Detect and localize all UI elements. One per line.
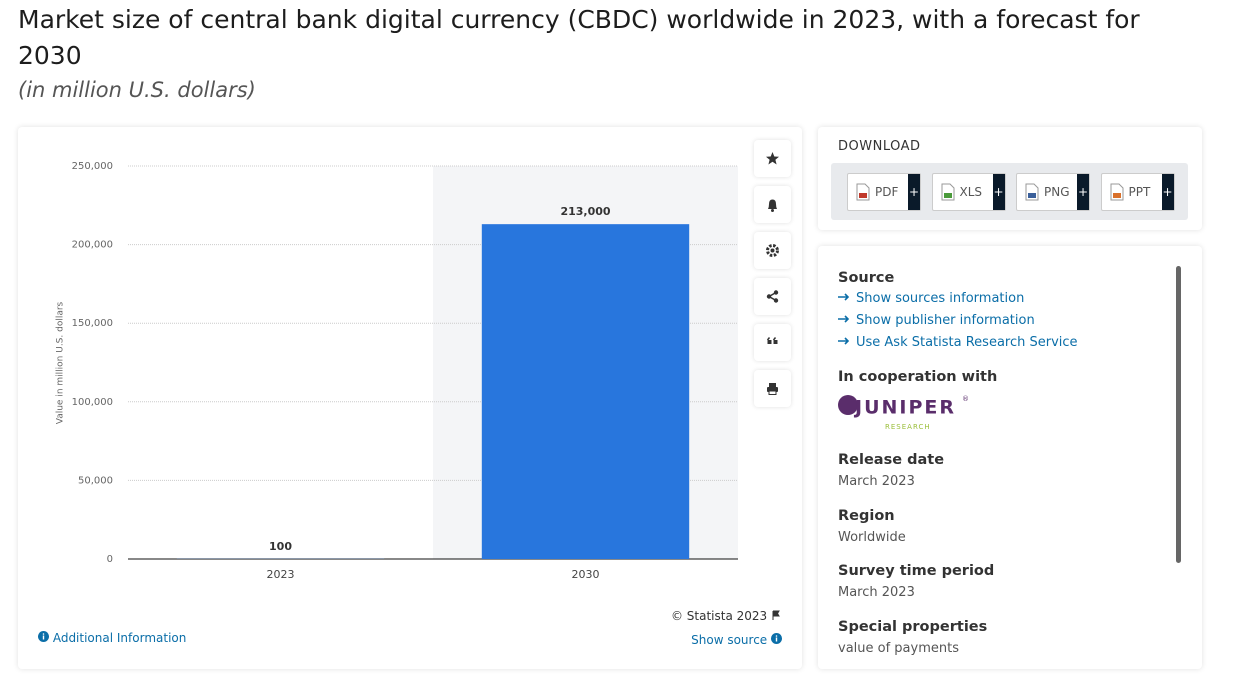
chart-card: Value in million U.S. dollars 0 50,000 100…: [18, 127, 802, 669]
scrollbar[interactable]: [1176, 266, 1181, 563]
arrow-icon: [838, 315, 850, 323]
arrow-icon: [838, 293, 850, 301]
x-tick-label: 2030: [572, 568, 600, 581]
page-subtitle: (in million U.S. dollars): [18, 78, 256, 102]
download-heading: DOWNLOAD: [838, 139, 921, 154]
settings-button[interactable]: [754, 232, 791, 269]
source-link-text: Use Ask Statista Research Service: [856, 335, 1078, 350]
copyright: © Statista 2023: [671, 609, 781, 623]
download-label: PNG: [1044, 185, 1070, 199]
field-value: March 2023: [838, 585, 915, 600]
logo-mark: ®: [962, 395, 969, 403]
download-bar: PDF + XLS + PNG + PPT +: [831, 163, 1188, 220]
favorite-button[interactable]: [754, 140, 791, 177]
download-plus: +: [1161, 174, 1174, 210]
logo-text: JUNIPER: [853, 397, 956, 419]
bell-icon: [768, 199, 777, 212]
file-icon: [1025, 183, 1039, 201]
y-axis-title: Value in million U.S. dollars: [56, 301, 66, 424]
x-tick-label: 2023: [267, 568, 295, 581]
notification-button[interactable]: [754, 186, 791, 223]
cooperation-heading: In cooperation with: [838, 369, 998, 385]
download-plus: +: [908, 174, 920, 210]
logo-sub: RESEARCH: [885, 423, 931, 431]
bar: [481, 224, 690, 559]
y-tick-label: 200,000: [72, 240, 113, 251]
print-button[interactable]: [754, 370, 791, 407]
field-label: Special properties: [838, 618, 988, 635]
chart: Value in million U.S. dollars 0 50,000 100…: [56, 161, 738, 581]
share-button[interactable]: [754, 278, 791, 315]
copyright-text: © Statista 2023: [670, 609, 768, 623]
download-button[interactable]: PPT +: [1100, 173, 1175, 211]
star-icon: [766, 152, 779, 165]
y-tick-label: 250,000: [72, 161, 113, 172]
info-icon: [771, 633, 782, 644]
flag-icon: [772, 610, 780, 620]
logo-circle: [838, 395, 858, 415]
details-card: Source In cooperation with JUNIPER ® RES…: [818, 246, 1202, 669]
source-link[interactable]: Use Ask Statista Research Service: [838, 335, 1078, 350]
download-label: PDF: [875, 185, 899, 199]
field-label: Release date: [838, 452, 945, 468]
source-link[interactable]: Show publisher information: [838, 313, 1035, 328]
share-icon: [766, 290, 779, 303]
quote-icon: [766, 337, 778, 344]
additional-info-link[interactable]: Additional Information: [38, 631, 186, 645]
gear-icon: [766, 244, 779, 257]
download-button[interactable]: XLS +: [931, 173, 1006, 211]
show-source-text: Show source: [691, 633, 768, 647]
arrow-icon: [838, 337, 850, 345]
y-tick-label: 0: [107, 554, 113, 565]
download-button[interactable]: PDF +: [847, 173, 921, 211]
download-plus: +: [1077, 174, 1089, 210]
print-icon: [767, 383, 778, 395]
download-card: DOWNLOAD PDF + XLS + PNG + PPT +: [818, 127, 1202, 230]
file-icon: [856, 183, 870, 201]
download-label: PPT: [1128, 185, 1151, 199]
page-title: Market size of central bank digital curr…: [18, 5, 1140, 70]
field-value: March 2023: [838, 474, 915, 489]
partner-logo: JUNIPER ® RESEARCH: [838, 395, 969, 431]
download-plus: +: [992, 174, 1005, 210]
y-tick-label: 150,000: [72, 318, 113, 329]
source-link-text: Show publisher information: [856, 313, 1035, 328]
source-link-text: Show sources information: [856, 291, 1025, 306]
show-source-link[interactable]: Show source: [691, 633, 782, 647]
source-link[interactable]: Show sources information: [838, 291, 1024, 306]
download-button[interactable]: PNG +: [1016, 173, 1090, 211]
info-icon: [38, 631, 49, 642]
field-label: Region: [838, 507, 895, 524]
field-value: Worldwide: [838, 529, 906, 545]
value-label: 213,000: [560, 205, 610, 218]
value-label: 100: [269, 540, 292, 553]
field-label: Survey time period: [838, 563, 995, 579]
cite-button[interactable]: [754, 324, 791, 361]
y-tick-label: 50,000: [78, 475, 113, 486]
y-tick-label: 100,000: [72, 397, 113, 408]
source-heading: Source: [838, 270, 895, 286]
download-label: XLS: [959, 185, 983, 199]
file-icon: [941, 183, 954, 201]
field-value: value of payments: [838, 640, 959, 656]
file-icon: [1110, 183, 1123, 201]
additional-info-text: Additional Information: [52, 631, 187, 645]
